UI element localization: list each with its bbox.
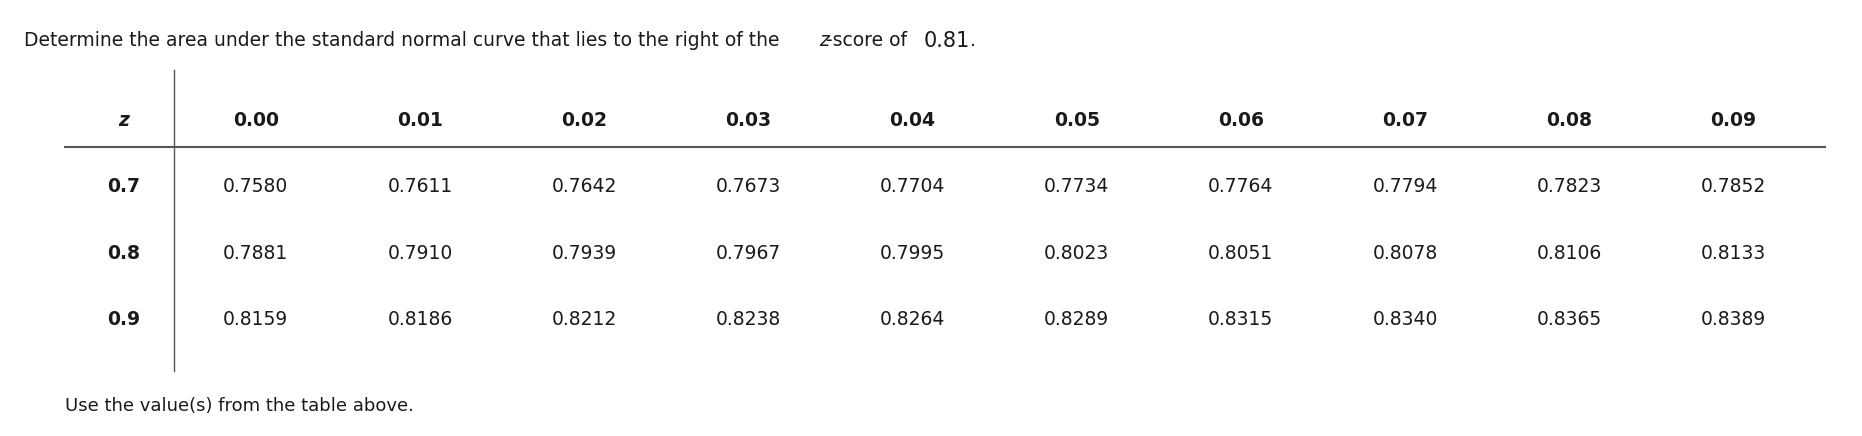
Text: 0.7881: 0.7881 xyxy=(223,244,289,263)
Text: 0.8: 0.8 xyxy=(108,244,142,263)
Text: 0.7734: 0.7734 xyxy=(1045,177,1110,197)
Text: 0.8133: 0.8133 xyxy=(1700,244,1765,263)
Text: 0.7967: 0.7967 xyxy=(715,244,780,263)
Text: 0.7673: 0.7673 xyxy=(715,177,780,197)
Text: Determine the area under the standard normal curve that lies to the right of the: Determine the area under the standard no… xyxy=(24,31,786,50)
Text: 0.7704: 0.7704 xyxy=(881,177,946,197)
Text: 0.08: 0.08 xyxy=(1545,111,1592,130)
Text: 0.7995: 0.7995 xyxy=(881,244,946,263)
Text: 0.7: 0.7 xyxy=(108,177,142,197)
Text: 0.05: 0.05 xyxy=(1054,111,1100,130)
Text: 0.8389: 0.8389 xyxy=(1700,310,1765,330)
Text: 0.8212: 0.8212 xyxy=(551,310,616,330)
Text: 0.7580: 0.7580 xyxy=(223,177,289,197)
Text: z: z xyxy=(819,31,829,50)
Text: 0.7910: 0.7910 xyxy=(387,244,452,263)
Text: 0.8340: 0.8340 xyxy=(1372,310,1437,330)
Text: 0.09: 0.09 xyxy=(1711,111,1756,130)
Text: 0.9: 0.9 xyxy=(108,310,142,330)
Text: z: z xyxy=(119,111,130,130)
Text: 0.8186: 0.8186 xyxy=(387,310,452,330)
Text: 0.8315: 0.8315 xyxy=(1208,310,1274,330)
Text: 0.8365: 0.8365 xyxy=(1536,310,1601,330)
Text: 0.00: 0.00 xyxy=(233,111,279,130)
Text: 0.7764: 0.7764 xyxy=(1208,177,1274,197)
Text: 0.07: 0.07 xyxy=(1382,111,1428,130)
Text: 0.7939: 0.7939 xyxy=(551,244,616,263)
Text: 0.7611: 0.7611 xyxy=(387,177,452,197)
Text: 0.8289: 0.8289 xyxy=(1045,310,1110,330)
Text: 0.8159: 0.8159 xyxy=(223,310,289,330)
Text: 0.04: 0.04 xyxy=(890,111,935,130)
Text: .: . xyxy=(970,31,976,50)
Text: 0.7823: 0.7823 xyxy=(1536,177,1601,197)
Text: 0.06: 0.06 xyxy=(1218,111,1264,130)
Text: 0.8051: 0.8051 xyxy=(1208,244,1274,263)
Text: 0.81: 0.81 xyxy=(924,31,970,51)
Text: 0.7642: 0.7642 xyxy=(551,177,616,197)
Text: 0.8238: 0.8238 xyxy=(715,310,780,330)
Text: 0.01: 0.01 xyxy=(397,111,443,130)
Text: 0.03: 0.03 xyxy=(726,111,771,130)
Text: 0.7852: 0.7852 xyxy=(1700,177,1765,197)
Text: Use the value(s) from the table above.: Use the value(s) from the table above. xyxy=(65,397,413,415)
Text: 0.7794: 0.7794 xyxy=(1372,177,1437,197)
Text: 0.02: 0.02 xyxy=(560,111,607,130)
Text: 0.8023: 0.8023 xyxy=(1045,244,1110,263)
Text: 0.8078: 0.8078 xyxy=(1372,244,1437,263)
Text: -score of: -score of xyxy=(827,31,912,50)
Text: 0.8264: 0.8264 xyxy=(881,310,946,330)
Text: 0.8106: 0.8106 xyxy=(1536,244,1601,263)
